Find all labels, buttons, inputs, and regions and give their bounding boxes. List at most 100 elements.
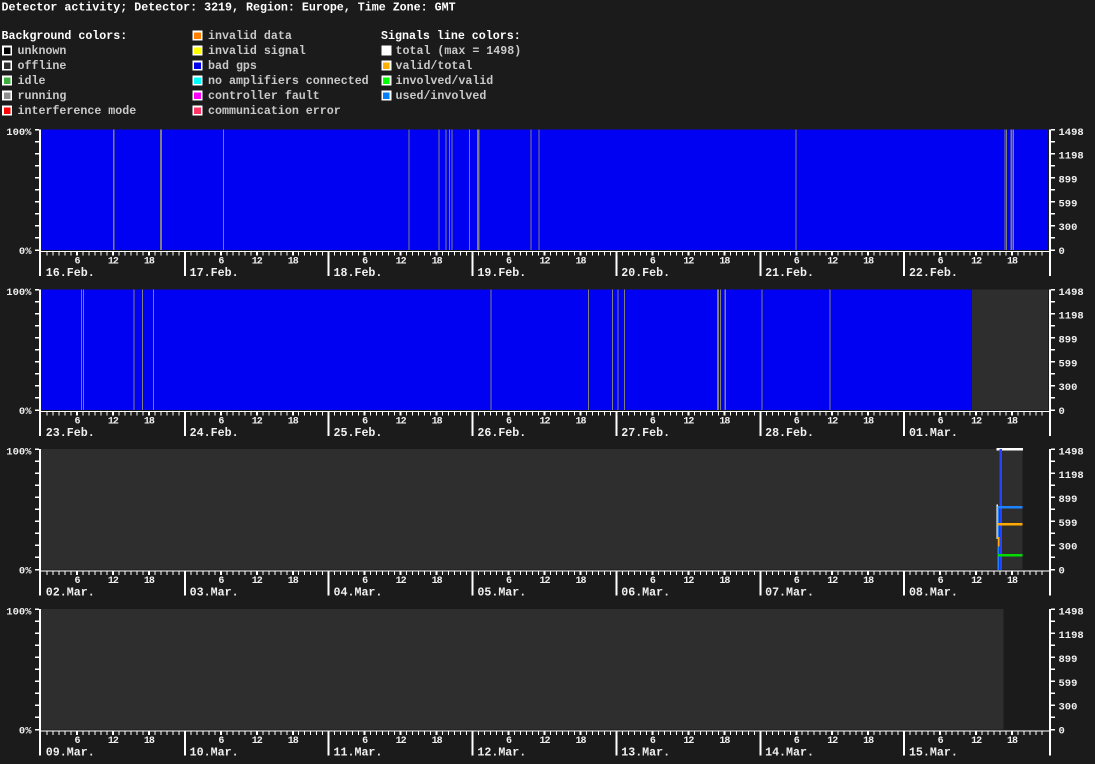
- svg-text:6: 6: [362, 416, 368, 427]
- svg-text:18: 18: [432, 416, 443, 427]
- svg-text:18: 18: [575, 576, 586, 587]
- svg-text:18: 18: [144, 736, 155, 747]
- svg-text:08.Mar.: 08.Mar.: [909, 586, 958, 599]
- svg-text:09.Mar.: 09.Mar.: [46, 746, 95, 759]
- svg-text:12: 12: [396, 416, 407, 427]
- svg-text:14.Mar.: 14.Mar.: [765, 746, 814, 759]
- svg-text:unknown: unknown: [18, 45, 67, 58]
- svg-text:invalid data: invalid data: [208, 30, 292, 43]
- svg-text:18: 18: [432, 736, 443, 747]
- svg-text:18: 18: [288, 576, 299, 587]
- svg-text:12.Mar.: 12.Mar.: [477, 746, 526, 759]
- svg-text:27.Feb.: 27.Feb.: [621, 427, 670, 440]
- svg-text:idle: idle: [18, 75, 46, 88]
- svg-text:18: 18: [1007, 736, 1018, 747]
- svg-text:1198: 1198: [1059, 470, 1084, 482]
- svg-text:6: 6: [506, 256, 512, 267]
- svg-text:18: 18: [1007, 576, 1018, 587]
- svg-text:offline: offline: [18, 60, 67, 73]
- svg-text:6: 6: [74, 576, 80, 587]
- svg-text:6: 6: [218, 576, 224, 587]
- svg-text:18: 18: [863, 256, 874, 267]
- svg-text:valid/total: valid/total: [396, 60, 473, 73]
- svg-text:599: 599: [1059, 198, 1078, 210]
- svg-text:21.Feb.: 21.Feb.: [765, 267, 814, 280]
- svg-text:300: 300: [1059, 382, 1078, 394]
- svg-text:05.Mar.: 05.Mar.: [477, 586, 526, 599]
- svg-text:12: 12: [971, 576, 982, 587]
- svg-text:involved/valid: involved/valid: [396, 75, 494, 88]
- svg-text:12: 12: [827, 736, 838, 747]
- svg-text:1498: 1498: [1059, 606, 1084, 618]
- svg-text:no amplifiers connected: no amplifiers connected: [208, 75, 369, 88]
- svg-text:12: 12: [539, 736, 550, 747]
- svg-text:12: 12: [971, 416, 982, 427]
- svg-text:Background colors:: Background colors:: [2, 30, 128, 43]
- svg-text:12: 12: [108, 576, 119, 587]
- svg-text:10.Mar.: 10.Mar.: [190, 746, 239, 759]
- svg-text:6: 6: [218, 736, 224, 747]
- svg-text:24.Feb.: 24.Feb.: [190, 427, 239, 440]
- svg-text:18: 18: [144, 576, 155, 587]
- svg-text:12: 12: [108, 736, 119, 747]
- svg-text:6: 6: [938, 576, 944, 587]
- svg-text:03.Mar.: 03.Mar.: [190, 586, 239, 599]
- svg-text:16.Feb.: 16.Feb.: [46, 267, 95, 280]
- svg-text:6: 6: [650, 736, 656, 747]
- svg-text:running: running: [18, 90, 67, 103]
- svg-text:invalid signal: invalid signal: [208, 45, 306, 58]
- svg-text:599: 599: [1059, 358, 1078, 370]
- svg-text:12: 12: [539, 416, 550, 427]
- svg-text:300: 300: [1059, 702, 1078, 714]
- svg-text:controller fault: controller fault: [208, 90, 320, 103]
- svg-text:18: 18: [144, 416, 155, 427]
- svg-text:12: 12: [539, 256, 550, 267]
- svg-text:12: 12: [827, 256, 838, 267]
- svg-text:18: 18: [575, 256, 586, 267]
- svg-text:04.Mar.: 04.Mar.: [334, 586, 383, 599]
- svg-text:6: 6: [794, 576, 800, 587]
- svg-text:100%: 100%: [6, 606, 32, 618]
- svg-text:22.Feb.: 22.Feb.: [909, 267, 958, 280]
- svg-text:300: 300: [1059, 222, 1078, 234]
- svg-text:6: 6: [650, 576, 656, 587]
- svg-text:06.Mar.: 06.Mar.: [621, 586, 670, 599]
- svg-text:100%: 100%: [6, 127, 32, 139]
- svg-text:18: 18: [863, 576, 874, 587]
- svg-text:100%: 100%: [6, 446, 32, 458]
- svg-text:12: 12: [252, 256, 263, 267]
- svg-text:1198: 1198: [1059, 630, 1084, 642]
- svg-text:0: 0: [1059, 406, 1065, 418]
- svg-text:18: 18: [575, 416, 586, 427]
- svg-text:18.Feb.: 18.Feb.: [334, 267, 383, 280]
- svg-text:26.Feb.: 26.Feb.: [477, 427, 526, 440]
- svg-text:18: 18: [288, 256, 299, 267]
- svg-text:18: 18: [719, 256, 730, 267]
- svg-text:0%: 0%: [19, 246, 32, 258]
- svg-text:Signals line colors:: Signals line colors:: [381, 30, 521, 43]
- svg-text:12: 12: [252, 736, 263, 747]
- svg-text:12: 12: [971, 736, 982, 747]
- svg-text:18: 18: [863, 416, 874, 427]
- svg-text:6: 6: [794, 416, 800, 427]
- svg-text:0: 0: [1059, 246, 1065, 258]
- svg-text:899: 899: [1059, 654, 1078, 666]
- svg-text:12: 12: [108, 256, 119, 267]
- svg-text:communication error: communication error: [208, 105, 341, 118]
- svg-text:6: 6: [506, 736, 512, 747]
- svg-text:100%: 100%: [6, 287, 32, 299]
- svg-text:599: 599: [1059, 678, 1078, 690]
- svg-text:18: 18: [719, 416, 730, 427]
- svg-text:6: 6: [794, 736, 800, 747]
- svg-text:0%: 0%: [19, 406, 32, 418]
- svg-text:1498: 1498: [1059, 446, 1084, 458]
- svg-text:18: 18: [288, 736, 299, 747]
- svg-text:899: 899: [1059, 174, 1078, 186]
- svg-text:6: 6: [650, 416, 656, 427]
- svg-text:6: 6: [506, 416, 512, 427]
- svg-text:12: 12: [827, 576, 838, 587]
- svg-text:18: 18: [288, 416, 299, 427]
- svg-text:6: 6: [650, 256, 656, 267]
- svg-text:01.Mar.: 01.Mar.: [909, 427, 958, 440]
- svg-text:6: 6: [938, 416, 944, 427]
